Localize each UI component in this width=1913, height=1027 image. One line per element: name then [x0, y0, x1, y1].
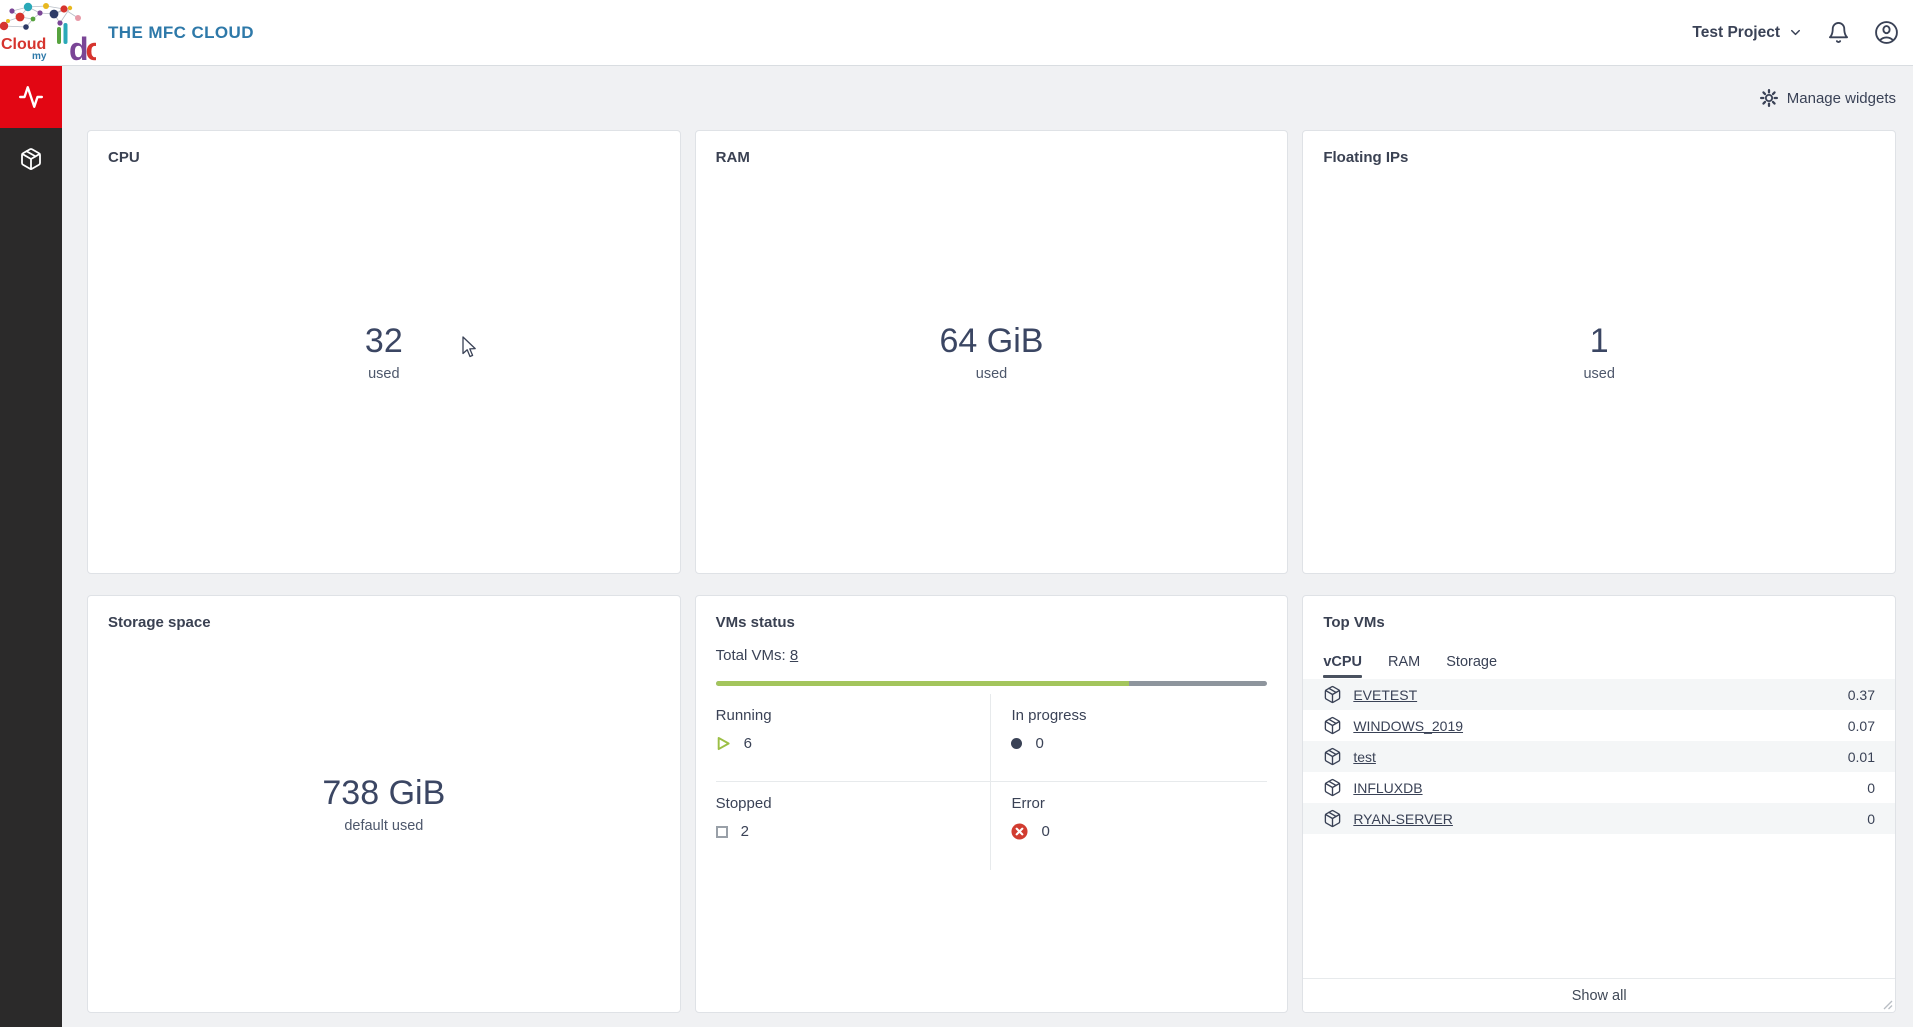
top-vms-tabs: vCPU RAM Storage [1323, 654, 1895, 678]
vm-value: 0.01 [1847, 748, 1875, 765]
storage-card: Storage space 738 GiB default used [87, 595, 681, 1013]
vm-cube-icon [1325, 809, 1341, 828]
ram-card-title: RAM [715, 149, 750, 166]
sidebar-item-vms[interactable] [0, 128, 62, 190]
manage-widgets-button[interactable]: Manage widgets [1759, 89, 1896, 107]
app-header: Cloud my dc THE MFC CLOUD Test Project [0, 0, 1913, 66]
vms-total-link[interactable]: 8 [789, 647, 799, 664]
status-in-progress: In progress 0 [991, 694, 1268, 782]
storage-value: 738 GiB [322, 773, 446, 812]
tab-storage[interactable]: Storage [1446, 654, 1498, 670]
vms-total: Total VMs: 8 [716, 647, 1268, 664]
main-content: Manage widgets CPU 32 used RAM 64 GiB us… [62, 66, 1913, 1027]
gear-icon [1759, 89, 1778, 107]
floating-ips-card: Floating IPs 1 used [1302, 130, 1896, 574]
tab-vcpu[interactable]: vCPU [1323, 654, 1362, 678]
resize-handle-icon[interactable] [1882, 999, 1893, 1010]
cloudmydc-logo[interactable]: Cloud my dc [0, 0, 96, 66]
status-running-count: 6 [743, 735, 752, 752]
logo-text-my: my [32, 51, 47, 62]
vm-link[interactable]: INFLUXDB [1353, 779, 1423, 796]
vm-link[interactable]: test [1353, 748, 1376, 765]
vm-cube-icon [1325, 685, 1341, 704]
vm-value: 0.37 [1847, 686, 1875, 703]
cpu-card: CPU 32 used [87, 130, 681, 574]
vm-value: 0 [1867, 810, 1875, 827]
vms-status-title: VMs status [715, 614, 795, 631]
bell-icon [1828, 22, 1849, 43]
header-actions: Test Project [1692, 20, 1913, 45]
logo-dc-bar-green [57, 26, 61, 44]
cube-icon [21, 148, 41, 170]
vms-progress-bar [715, 681, 1268, 686]
vm-link[interactable]: WINDOWS_2019 [1353, 717, 1464, 734]
logo-dc-bar-teal [63, 22, 68, 44]
vm-cube-icon [1325, 778, 1341, 797]
notifications-button[interactable] [1827, 21, 1850, 44]
status-running-label: Running [715, 707, 772, 724]
status-error: Error 0 [991, 782, 1267, 870]
status-in-progress-label: In progress [1011, 707, 1087, 724]
logo-text-dc: dc [69, 31, 96, 66]
table-row: EVETEST 0.37 [1303, 679, 1895, 710]
dashboard-toolbar: Manage widgets [62, 66, 1913, 130]
top-vms-list: EVETEST 0.37 WINDOWS_2019 0.07 test 0.01… [1303, 679, 1895, 834]
sidebar [0, 66, 62, 1027]
floating-ips-value: 1 [1589, 321, 1609, 360]
cpu-value: 32 [364, 321, 403, 360]
floating-ips-card-title: Floating IPs [1323, 149, 1409, 166]
square-icon [715, 825, 728, 838]
show-all-button[interactable]: Show all [1303, 978, 1895, 1012]
manage-widgets-label: Manage widgets [1786, 89, 1896, 107]
chevron-down-icon [1791, 29, 1800, 36]
status-error-label: Error [1011, 795, 1045, 812]
storage-card-title: Storage space [108, 614, 211, 631]
status-stopped: Stopped 2 [715, 782, 992, 870]
vm-cube-icon [1325, 716, 1341, 735]
cpu-card-title: CPU [108, 149, 140, 166]
vms-total-label: Total VMs: [715, 647, 786, 664]
ram-card: RAM 64 GiB used [694, 130, 1289, 574]
top-vms-title: Top VMs [1323, 614, 1385, 631]
project-selector-label: Test Project [1692, 23, 1780, 41]
vm-value: 0.07 [1847, 717, 1875, 734]
status-stopped-count: 2 [740, 823, 749, 840]
logo-text-cloud: Cloud [1, 36, 46, 53]
floating-ips-caption: used [1583, 366, 1615, 383]
status-stopped-label: Stopped [715, 795, 772, 812]
logo-network-dots [0, 2, 81, 30]
activity-pulse-icon [18, 86, 44, 108]
storage-caption: default used [344, 818, 424, 835]
table-row: WINDOWS_2019 0.07 [1303, 710, 1895, 741]
vms-status-grid: Running 6 In progress 0 Stopped [715, 694, 1268, 870]
sidebar-item-dashboard[interactable] [0, 66, 62, 128]
ram-caption: used [975, 366, 1008, 383]
vm-cube-icon [1325, 747, 1341, 766]
status-in-progress-count: 0 [1035, 735, 1044, 752]
tab-ram[interactable]: RAM [1388, 654, 1421, 670]
dot-icon [1011, 738, 1023, 749]
user-account-icon [1875, 21, 1898, 44]
status-running: Running 6 [715, 694, 992, 782]
status-error-count: 0 [1041, 823, 1050, 840]
ram-value: 64 GiB [939, 321, 1044, 360]
table-row: INFLUXDB 0 [1303, 772, 1895, 803]
error-icon [1011, 823, 1029, 840]
top-vms-card: Top VMs vCPU RAM Storage EVETEST 0.37 WI… [1302, 595, 1896, 1013]
vms-status-card: VMs status Total VMs: 8 Running 6 In pro… [694, 595, 1289, 1013]
brand-title: THE MFC CLOUD [108, 22, 254, 42]
vm-value: 0 [1867, 779, 1875, 796]
table-row: test 0.01 [1303, 741, 1895, 772]
cpu-caption: used [368, 366, 400, 383]
widgets-grid: CPU 32 used RAM 64 GiB used Floating IPs… [87, 130, 1896, 1013]
account-button[interactable] [1874, 20, 1899, 45]
play-icon [717, 736, 730, 751]
vm-link[interactable]: EVETEST [1353, 686, 1418, 703]
table-row: RYAN-SERVER 0 [1303, 803, 1895, 834]
vms-progress-fill [715, 681, 1130, 686]
vm-link[interactable]: RYAN-SERVER [1353, 810, 1453, 827]
project-selector[interactable]: Test Project [1692, 24, 1803, 42]
